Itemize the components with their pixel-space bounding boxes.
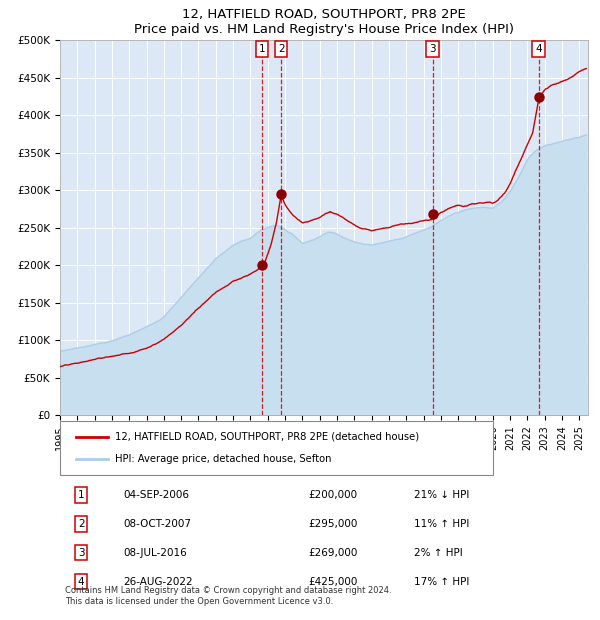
Text: 1: 1: [259, 44, 265, 55]
Text: 2% ↑ HPI: 2% ↑ HPI: [414, 548, 463, 558]
Text: £295,000: £295,000: [308, 519, 358, 529]
Text: 2: 2: [78, 519, 85, 529]
Text: 1: 1: [78, 490, 85, 500]
Text: £269,000: £269,000: [308, 548, 358, 558]
Text: 11% ↑ HPI: 11% ↑ HPI: [414, 519, 469, 529]
Title: 12, HATFIELD ROAD, SOUTHPORT, PR8 2PE
Price paid vs. HM Land Registry's House Pr: 12, HATFIELD ROAD, SOUTHPORT, PR8 2PE Pr…: [134, 8, 514, 37]
Text: 3: 3: [429, 44, 436, 55]
FancyBboxPatch shape: [60, 421, 493, 475]
Text: 3: 3: [78, 548, 85, 558]
Text: £425,000: £425,000: [308, 577, 358, 587]
Text: £200,000: £200,000: [308, 490, 357, 500]
Text: HPI: Average price, detached house, Sefton: HPI: Average price, detached house, Seft…: [115, 454, 332, 464]
Text: 04-SEP-2006: 04-SEP-2006: [124, 490, 190, 500]
Text: 08-OCT-2007: 08-OCT-2007: [124, 519, 191, 529]
Text: 12, HATFIELD ROAD, SOUTHPORT, PR8 2PE (detached house): 12, HATFIELD ROAD, SOUTHPORT, PR8 2PE (d…: [115, 432, 419, 442]
Text: 4: 4: [535, 44, 542, 55]
Text: Contains HM Land Registry data © Crown copyright and database right 2024.
This d: Contains HM Land Registry data © Crown c…: [65, 587, 392, 606]
Text: 21% ↓ HPI: 21% ↓ HPI: [414, 490, 469, 500]
Text: 4: 4: [78, 577, 85, 587]
Text: 2: 2: [278, 44, 284, 55]
Text: 17% ↑ HPI: 17% ↑ HPI: [414, 577, 469, 587]
Text: 26-AUG-2022: 26-AUG-2022: [124, 577, 193, 587]
Text: 08-JUL-2016: 08-JUL-2016: [124, 548, 187, 558]
